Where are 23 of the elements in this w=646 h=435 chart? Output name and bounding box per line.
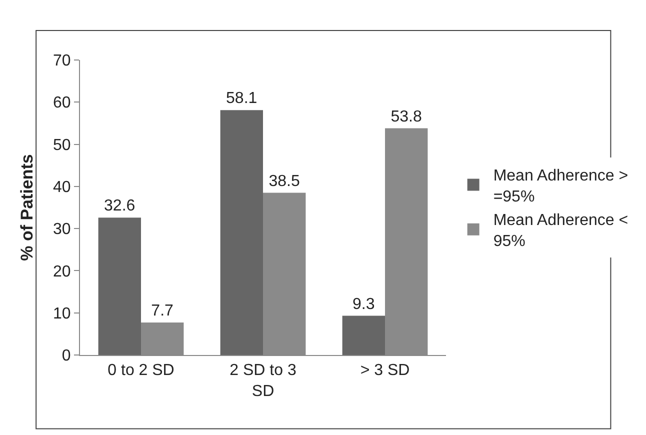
y-tick-label: 60 <box>53 94 71 112</box>
x-tick-label: 2 SD to 3 SD <box>230 362 296 400</box>
x-tick-label: > 3 SD <box>360 362 410 380</box>
data-label: 7.7 <box>151 302 174 320</box>
bar <box>220 110 263 355</box>
data-label: 32.6 <box>104 198 136 215</box>
y-tick-label: 50 <box>53 136 71 154</box>
data-label: 53.8 <box>390 108 422 126</box>
x-tick-label: 0 to 2 SD <box>108 362 174 380</box>
y-tick-label: 10 <box>53 305 71 322</box>
y-tick-label: 20 <box>53 263 71 280</box>
y-tick-label: 70 <box>53 52 71 70</box>
y-tick-label: 30 <box>53 221 71 238</box>
bar <box>342 316 385 355</box>
legend-label: Mean Adherence > =95% <box>493 168 628 206</box>
bar <box>98 218 141 355</box>
data-label: 58.1 <box>226 90 258 108</box>
legend-label: Mean Adherence < 95% <box>493 212 628 250</box>
data-label: 38.5 <box>268 172 300 190</box>
data-label: 9.3 <box>352 296 375 313</box>
y-tick-label: 40 <box>53 179 71 196</box>
y-tick-label: 0 <box>62 348 71 365</box>
y-axis-title: % of Patients <box>18 154 37 261</box>
